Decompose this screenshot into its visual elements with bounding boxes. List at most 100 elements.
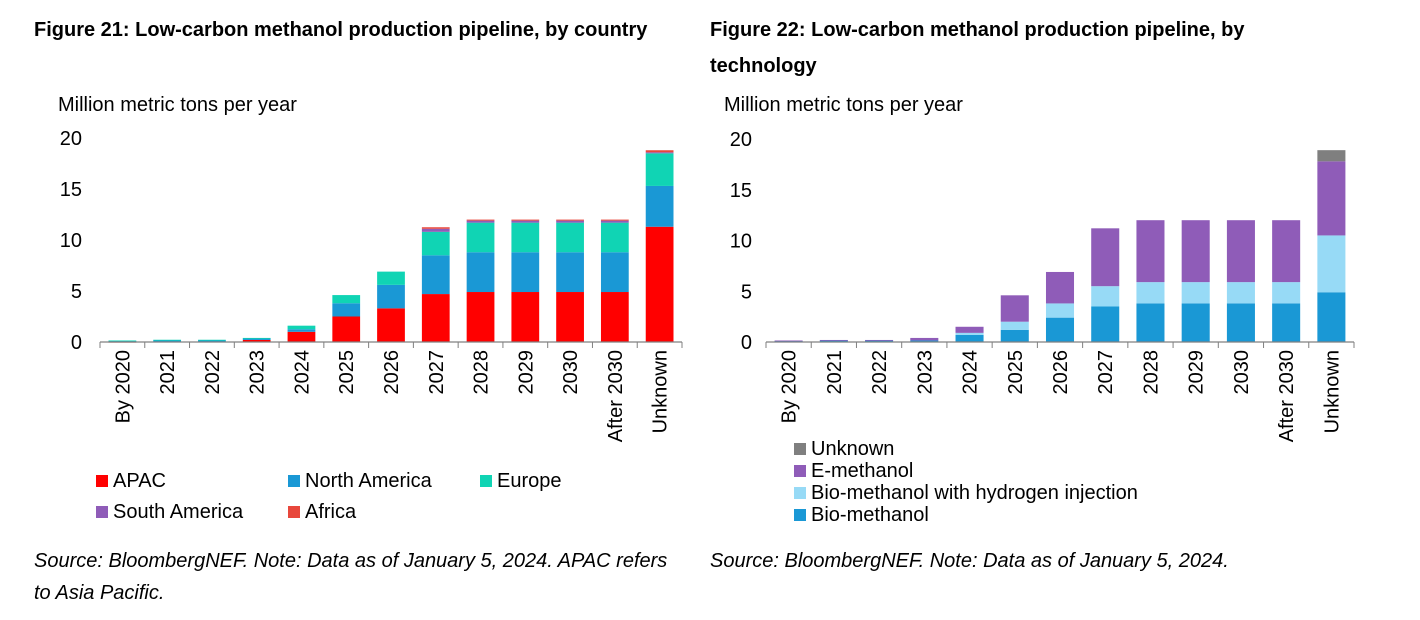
legend-item-europe: Europe (480, 470, 562, 492)
legend-swatch (794, 509, 806, 521)
bar-segment (1272, 282, 1301, 304)
x-tick-label: 2021 (157, 350, 179, 395)
bar-segment (1091, 286, 1120, 307)
bar-segment (1045, 271, 1075, 304)
bar-segment (377, 271, 405, 285)
bar-segment (600, 292, 629, 342)
legend-label: Unknown (811, 438, 895, 460)
bar-segment (511, 252, 540, 293)
figure-22-unit-label: Million metric tons per year (724, 94, 963, 116)
bar-segment (910, 337, 939, 341)
bar-segment (955, 326, 984, 333)
bar-segment (466, 222, 495, 253)
bar-segment (198, 340, 226, 342)
y-tick-label: 10 (60, 230, 82, 252)
legend-label: North America (305, 470, 432, 492)
bar-segment (1181, 220, 1210, 283)
figure-22-chart: 0 5 10 15 20 By 2020 2021 2022 2023 2024 2025 2026 2… (730, 129, 1355, 442)
bar-segment (1136, 282, 1165, 304)
x-tick-label: 2021 (824, 350, 846, 395)
y-tick-label: 0 (71, 332, 82, 354)
legend-item-south-america: South America (96, 501, 243, 523)
bar-segment (1317, 235, 1346, 293)
bar-segment (421, 294, 450, 342)
bar-segment (955, 334, 984, 342)
bar-segment (511, 219, 540, 221)
figure-21-source-note: Source: BloombergNEF. Note: Data as of J… (34, 550, 668, 604)
bar-segment (153, 340, 182, 342)
bar-segment (600, 220, 629, 223)
bar-segment (1181, 282, 1210, 304)
x-tick-label: 2028 (471, 350, 493, 395)
bar-segment (955, 332, 984, 335)
bar-segment (198, 339, 226, 341)
legend-swatch (480, 475, 492, 487)
bar-segment (1226, 303, 1255, 342)
bar-segment (511, 220, 540, 223)
legend-item-bio-methanol-hydrogen: Bio-methanol with hydrogen injection (794, 482, 1138, 504)
bar-segment (287, 325, 316, 330)
x-tick-label: 2023 (914, 350, 936, 395)
legend-swatch (288, 506, 300, 518)
bar-segment (332, 303, 361, 317)
bar-segment (1226, 282, 1255, 304)
bar-segment (865, 339, 894, 341)
x-tick-label: Unknown (1321, 350, 1343, 433)
bar-segment (556, 220, 584, 223)
bar-segment (600, 252, 629, 293)
bar-segment (108, 340, 137, 342)
x-tick-label: 2024 (291, 350, 313, 395)
legend-label: Africa (305, 501, 357, 523)
bar-segment (332, 316, 361, 342)
bar-segment (600, 219, 629, 221)
bar-segment (645, 152, 674, 154)
bar-segment (1091, 228, 1120, 287)
legend-item-unknown: Unknown (794, 438, 894, 460)
legend-swatch (794, 443, 806, 455)
bar-segment (421, 255, 450, 295)
bar-segment (556, 252, 584, 293)
bar-segment (511, 222, 540, 253)
bar-segment (1317, 161, 1346, 236)
x-tick-label: 2024 (960, 350, 982, 395)
legend-swatch (96, 475, 108, 487)
x-tick-label: By 2020 (112, 350, 134, 423)
bar-segment (242, 337, 271, 339)
y-tick-label: 15 (730, 180, 752, 202)
x-tick-label: 2026 (381, 350, 403, 395)
y-tick-label: 5 (71, 281, 82, 303)
y-tick-label: 20 (730, 129, 752, 151)
x-tick-label: 2027 (426, 350, 448, 395)
bar-segment (466, 252, 495, 293)
legend-label: South America (113, 501, 244, 523)
bar-segment (645, 153, 674, 186)
bar-segment (1317, 150, 1346, 162)
legend-item-apac: APAC (96, 470, 166, 492)
bar-segment (1226, 220, 1255, 283)
bar-segment (466, 219, 495, 221)
bar-segment (556, 292, 584, 342)
bar-segment (377, 284, 405, 309)
figure-21-panel: Figure 21: Low-carbon methanol productio… (0, 0, 700, 620)
figure-22-panel: Figure 22: Low-carbon methanol productio… (706, 0, 1406, 620)
legend-label: Europe (497, 470, 562, 492)
bar-segment (819, 340, 848, 342)
legend-item-africa: Africa (288, 501, 356, 523)
figure-22-title: Figure 22: Low-carbon methanol productio… (710, 19, 1245, 77)
x-tick-label: 2029 (1186, 350, 1208, 395)
bar-segment (819, 339, 848, 341)
figure-21-title: Figure 21: Low-carbon methanol productio… (34, 19, 648, 41)
bar-segment (108, 340, 137, 342)
x-tick-label: 2029 (515, 350, 537, 395)
y-tick-label: 5 (741, 281, 752, 303)
bar-segment (1000, 295, 1029, 322)
bar-segment (242, 339, 271, 342)
x-tick-label: 2023 (247, 350, 269, 395)
x-tick-label: 2030 (1231, 350, 1253, 395)
bar-segment (910, 340, 939, 342)
bar-segment (645, 150, 674, 153)
bar-segment (1045, 303, 1075, 318)
legend-swatch (794, 465, 806, 477)
legend-item-e-methanol: E-methanol (794, 460, 913, 482)
y-tick-label: 10 (730, 231, 752, 253)
